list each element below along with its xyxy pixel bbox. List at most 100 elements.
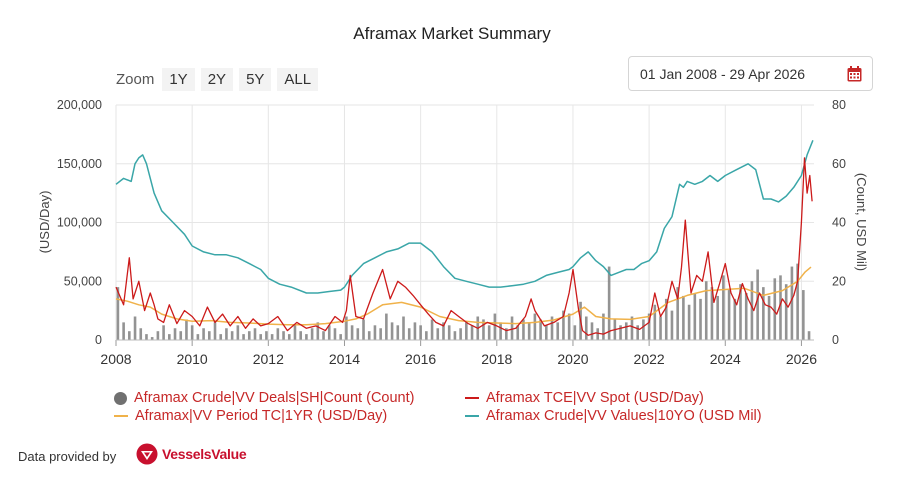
deals-bar bbox=[173, 328, 177, 340]
legend-item-values[interactable]: Aframax Crude|VV Values|10YO (USD Mil) bbox=[465, 408, 762, 424]
deals-bar bbox=[339, 334, 342, 340]
deals-bar bbox=[796, 263, 799, 340]
deals-bar bbox=[630, 316, 634, 340]
vesselsvalue-logo-icon bbox=[136, 443, 158, 465]
deals-bar bbox=[602, 313, 605, 340]
deals-bar bbox=[447, 325, 451, 340]
deals-bar bbox=[299, 331, 302, 340]
deals-bar bbox=[230, 331, 234, 340]
deals-bar bbox=[596, 328, 600, 340]
deals-bar bbox=[379, 328, 382, 340]
deals-bar bbox=[762, 287, 765, 340]
deals-bar bbox=[282, 331, 285, 340]
x-tick-label: 2018 bbox=[481, 351, 512, 367]
deals-bar bbox=[545, 325, 548, 340]
deals-bar bbox=[647, 313, 651, 340]
deals-bar bbox=[550, 316, 554, 340]
y-axis-label-right: (Count, USD Mil) bbox=[854, 173, 869, 271]
deals-bar bbox=[607, 266, 611, 340]
date-range-value[interactable]: 01 Jan 2008 - 29 Apr 2026 bbox=[640, 66, 806, 82]
deals-bar bbox=[522, 319, 525, 340]
legend-item-period-tc[interactable]: Aframax|VV Period TC|1YR (USD/Day) bbox=[114, 408, 387, 424]
deals-bar bbox=[459, 328, 462, 340]
series-lines bbox=[115, 140, 814, 336]
vesselsvalue-logo[interactable]: VesselsValue bbox=[136, 443, 247, 465]
data-provider-text: Data provided by bbox=[18, 449, 117, 464]
deals-bar bbox=[482, 319, 485, 340]
deals-bar bbox=[385, 313, 388, 340]
x-tick-label: 2016 bbox=[405, 351, 436, 367]
chart-title: Aframax Market Summary bbox=[353, 24, 551, 43]
deals-bar bbox=[419, 325, 422, 340]
deals-bar bbox=[196, 334, 200, 340]
deals-bar bbox=[430, 319, 434, 340]
deals-bar bbox=[756, 269, 759, 340]
deals-bar bbox=[265, 331, 268, 340]
deals-bar bbox=[145, 334, 148, 340]
deals-bar bbox=[305, 334, 308, 340]
calendar-icon[interactable] bbox=[847, 66, 862, 82]
deals-bar bbox=[362, 319, 365, 340]
deals-bar bbox=[247, 331, 251, 340]
deals-bar bbox=[590, 322, 594, 340]
deals-bar bbox=[727, 290, 731, 340]
deals-bar bbox=[790, 266, 794, 340]
grid-lines bbox=[115, 104, 814, 341]
period-tc-line bbox=[115, 266, 812, 326]
zoom-1y-button[interactable]: 1Y bbox=[162, 68, 195, 91]
deals-bar bbox=[259, 334, 263, 340]
deals-bar bbox=[722, 275, 725, 340]
y-tick-label-left: 150,000 bbox=[57, 157, 102, 171]
deals-bar bbox=[687, 304, 691, 340]
x-tick-label: 2026 bbox=[786, 351, 817, 367]
deals-bar bbox=[287, 334, 291, 340]
deals-bar bbox=[276, 328, 280, 340]
deals-bar bbox=[350, 325, 354, 340]
deals-bar bbox=[316, 322, 320, 340]
deals-bar bbox=[185, 319, 188, 340]
deals-bar bbox=[402, 316, 405, 340]
deals-bar bbox=[116, 287, 120, 340]
deals-bar bbox=[253, 328, 257, 340]
y-axis-label-left: (USD/Day) bbox=[37, 191, 52, 254]
y-tick-label-left: 0 bbox=[95, 333, 102, 347]
deals-bar bbox=[676, 287, 679, 340]
date-range-picker[interactable]: 01 Jan 2008 - 29 Apr 2026 bbox=[628, 56, 873, 91]
legend-marker-deals bbox=[114, 391, 127, 405]
deals-bar bbox=[310, 328, 314, 340]
axes: 0 50,000 100,000 150,000 200,000 0 20 40 60 80 200… bbox=[57, 98, 846, 367]
deals-bar bbox=[716, 295, 719, 340]
x-tick-label: 2022 bbox=[634, 351, 665, 367]
deals-bar bbox=[704, 281, 708, 340]
legend-item-tce-spot[interactable]: Aframax TCE|VV Spot (USD/Day) bbox=[465, 390, 704, 406]
deals-bar bbox=[442, 322, 445, 340]
deals-bar bbox=[425, 331, 428, 340]
deals-bar bbox=[567, 313, 571, 340]
deals-bar bbox=[207, 331, 211, 340]
deals-bar bbox=[499, 322, 502, 340]
x-tick-label: 2020 bbox=[557, 351, 588, 367]
zoom-5y-button[interactable]: 5Y bbox=[239, 68, 272, 91]
deals-bar bbox=[807, 331, 811, 340]
deals-bar bbox=[493, 313, 497, 340]
legend-item-deals[interactable]: Aframax Crude|VV Deals|SH|Count (Count) bbox=[114, 390, 414, 406]
vesselsvalue-logo-text: VesselsValue bbox=[162, 446, 247, 462]
deals-bar bbox=[327, 325, 331, 340]
deals-bar bbox=[562, 310, 565, 340]
deals-bar bbox=[333, 328, 337, 340]
deals-bar bbox=[670, 310, 674, 340]
legend-label-period-tc: Aframax|VV Period TC|1YR (USD/Day) bbox=[135, 408, 388, 424]
zoom-2y-button[interactable]: 2Y bbox=[200, 68, 234, 91]
y-tick-label-left: 50,000 bbox=[64, 274, 102, 288]
deals-bar bbox=[744, 293, 748, 340]
legend-marker-values bbox=[465, 415, 479, 417]
deals-bar bbox=[413, 322, 417, 340]
deals-bar bbox=[407, 328, 411, 340]
deals-bar bbox=[236, 325, 240, 340]
zoom-all-button[interactable]: ALL bbox=[277, 68, 319, 91]
deals-bar bbox=[396, 325, 400, 340]
deals-bar bbox=[784, 284, 788, 340]
deals-bar bbox=[642, 319, 645, 340]
deals-bar bbox=[624, 322, 628, 340]
x-tick-label: 2008 bbox=[100, 351, 131, 367]
